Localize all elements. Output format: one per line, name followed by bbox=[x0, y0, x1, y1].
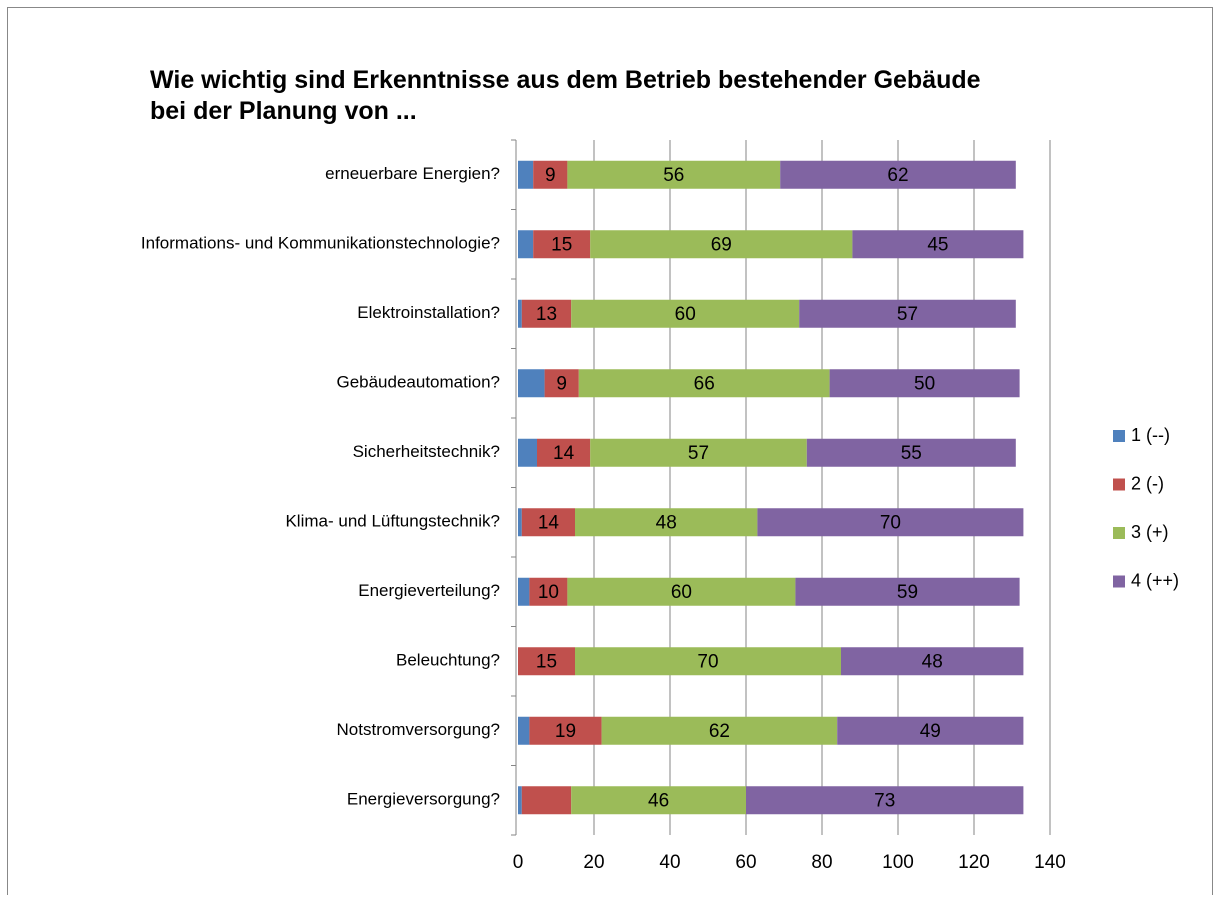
category-label: Beleuchtung? bbox=[396, 651, 500, 670]
legend-label: 2 (-) bbox=[1131, 473, 1164, 493]
data-label: 19 bbox=[555, 721, 576, 742]
data-label: 48 bbox=[656, 512, 677, 533]
data-label: 14 bbox=[553, 443, 575, 464]
data-label: 70 bbox=[880, 512, 901, 533]
data-label: 10 bbox=[538, 582, 559, 603]
legend-swatch bbox=[1113, 527, 1125, 539]
data-label: 9 bbox=[545, 165, 556, 186]
bar-segment bbox=[799, 299, 1016, 328]
data-label: 15 bbox=[536, 651, 557, 672]
data-label: 50 bbox=[914, 373, 935, 394]
x-tick-label: 120 bbox=[958, 852, 990, 873]
data-label: 66 bbox=[694, 373, 715, 394]
bar-segment bbox=[518, 716, 530, 745]
data-label: 73 bbox=[874, 790, 895, 811]
bar-segment bbox=[837, 716, 1024, 745]
data-label: 9 bbox=[556, 373, 567, 394]
bar-segment bbox=[529, 577, 568, 606]
bar-segment bbox=[578, 369, 830, 398]
data-label: 56 bbox=[663, 165, 684, 186]
legend-label: 3 (+) bbox=[1131, 522, 1169, 542]
category-label: Klima- und Lüftungstechnik? bbox=[285, 512, 500, 531]
legend-swatch bbox=[1113, 430, 1125, 442]
x-tick-label: 80 bbox=[811, 852, 832, 873]
data-label: 62 bbox=[887, 165, 908, 186]
bar-segment bbox=[518, 577, 530, 606]
bar-segment bbox=[533, 160, 568, 189]
data-label: 15 bbox=[551, 234, 572, 255]
bar-segment bbox=[518, 160, 534, 189]
legend-swatch bbox=[1113, 575, 1125, 588]
bar-segment bbox=[518, 786, 522, 815]
bar-segment bbox=[518, 647, 575, 676]
bar-segment bbox=[518, 508, 522, 537]
bar-segment bbox=[575, 647, 841, 676]
data-label: 59 bbox=[897, 582, 918, 603]
legend-swatch bbox=[1113, 478, 1125, 491]
x-tick-label: 0 bbox=[513, 852, 524, 873]
data-label: 48 bbox=[922, 651, 943, 672]
bar-segment bbox=[529, 716, 602, 745]
x-tick-label: 100 bbox=[882, 852, 914, 873]
bar-segment bbox=[521, 786, 572, 815]
data-label: 49 bbox=[920, 721, 941, 742]
bar-segment bbox=[518, 438, 537, 467]
bar-segment bbox=[601, 716, 838, 745]
bar-segment bbox=[829, 369, 1020, 398]
category-label: Sicherheitstechnik? bbox=[353, 442, 500, 461]
bar-segment bbox=[571, 299, 800, 328]
bar-segment bbox=[533, 230, 591, 259]
bar-segment bbox=[806, 438, 1016, 467]
bar-segment bbox=[757, 508, 1024, 537]
bar-segment bbox=[518, 230, 534, 259]
bar-segment bbox=[590, 438, 807, 467]
data-label: 14 bbox=[538, 512, 560, 533]
data-label: 69 bbox=[711, 234, 732, 255]
x-tick-label: 140 bbox=[1034, 852, 1066, 873]
data-label: 60 bbox=[675, 304, 696, 325]
bar-segment bbox=[521, 508, 575, 537]
category-label: Informations- und Kommunikationstechnolo… bbox=[141, 234, 500, 253]
bar-segment bbox=[590, 230, 853, 259]
bar-segment bbox=[544, 369, 579, 398]
bar-segment bbox=[852, 230, 1024, 259]
category-label: Gebäudeautomation? bbox=[336, 373, 500, 392]
bar-segment bbox=[518, 369, 545, 398]
legend-label: 1 (--) bbox=[1131, 425, 1170, 445]
data-label: 57 bbox=[688, 443, 709, 464]
bar-segment bbox=[567, 160, 781, 189]
data-label: 55 bbox=[901, 443, 922, 464]
data-label: 60 bbox=[671, 582, 692, 603]
bar-segment bbox=[521, 299, 572, 328]
data-label: 57 bbox=[897, 304, 918, 325]
chart-title: Wie wichtig sind Erkenntnisse aus dem Be… bbox=[150, 66, 981, 94]
x-tick-label: 20 bbox=[583, 852, 604, 873]
category-label: erneuerbare Energien? bbox=[325, 164, 500, 183]
category-label: Energieversorgung? bbox=[347, 790, 500, 809]
legend-label: 4 (++) bbox=[1131, 570, 1179, 590]
data-label: 45 bbox=[927, 234, 948, 255]
bar-segment bbox=[567, 577, 796, 606]
category-label: Energieverteilung? bbox=[358, 581, 500, 600]
category-label: Elektroinstallation? bbox=[357, 303, 500, 322]
bar-segment bbox=[795, 577, 1020, 606]
data-label: 46 bbox=[648, 790, 669, 811]
data-label: 13 bbox=[536, 304, 557, 325]
data-label: 62 bbox=[709, 721, 730, 742]
x-tick-label: 60 bbox=[735, 852, 756, 873]
bar-segment bbox=[518, 299, 522, 328]
bar-segment bbox=[780, 160, 1016, 189]
bar-segment bbox=[571, 786, 746, 815]
category-label: Notstromversorgung? bbox=[337, 720, 500, 739]
bar-segment bbox=[537, 438, 591, 467]
data-label: 70 bbox=[697, 651, 718, 672]
x-tick-label: 40 bbox=[659, 852, 680, 873]
bar-segment bbox=[575, 508, 758, 537]
chart-title: bei der Planung von ... bbox=[150, 97, 417, 125]
bar-segment bbox=[746, 786, 1024, 815]
bar-segment bbox=[841, 647, 1024, 676]
